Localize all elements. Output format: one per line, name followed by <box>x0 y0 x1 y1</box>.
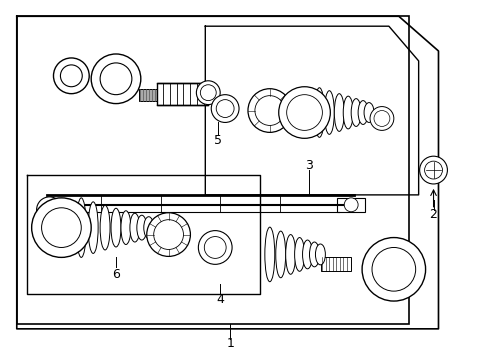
Bar <box>156 83 208 105</box>
Circle shape <box>41 202 57 218</box>
Circle shape <box>286 95 322 130</box>
Text: 5: 5 <box>214 134 222 147</box>
Bar <box>321 257 350 271</box>
Text: 6: 6 <box>112 268 120 281</box>
Bar <box>139 89 156 100</box>
Text: 2: 2 <box>429 208 437 221</box>
Circle shape <box>371 247 415 291</box>
Bar <box>337 198 365 212</box>
Ellipse shape <box>137 215 146 240</box>
Circle shape <box>61 65 82 87</box>
Circle shape <box>146 213 190 256</box>
Circle shape <box>216 100 234 117</box>
Circle shape <box>211 95 239 122</box>
Ellipse shape <box>302 240 312 269</box>
Ellipse shape <box>364 103 373 122</box>
Ellipse shape <box>343 96 352 129</box>
Circle shape <box>369 107 393 130</box>
Ellipse shape <box>350 99 360 126</box>
Ellipse shape <box>264 227 274 282</box>
Circle shape <box>361 238 425 301</box>
Circle shape <box>41 208 81 247</box>
Text: 3: 3 <box>305 159 313 172</box>
Ellipse shape <box>275 231 285 278</box>
Circle shape <box>32 198 91 257</box>
Text: 4: 4 <box>216 293 224 306</box>
Ellipse shape <box>315 244 325 265</box>
Ellipse shape <box>334 94 344 131</box>
Circle shape <box>37 197 62 223</box>
Ellipse shape <box>143 217 153 239</box>
Circle shape <box>200 85 216 100</box>
Circle shape <box>424 161 442 179</box>
Circle shape <box>91 54 141 104</box>
Ellipse shape <box>314 88 324 137</box>
Ellipse shape <box>324 91 334 134</box>
Ellipse shape <box>76 198 86 257</box>
Circle shape <box>196 81 220 105</box>
Bar <box>17 16 408 324</box>
Ellipse shape <box>294 238 304 271</box>
Circle shape <box>53 58 89 94</box>
Circle shape <box>344 198 357 212</box>
Circle shape <box>198 231 232 264</box>
Circle shape <box>419 156 447 184</box>
Ellipse shape <box>309 242 319 267</box>
Circle shape <box>247 89 291 132</box>
Circle shape <box>153 220 183 249</box>
Ellipse shape <box>100 205 110 250</box>
Ellipse shape <box>121 211 131 244</box>
Ellipse shape <box>285 235 295 274</box>
Circle shape <box>100 63 132 95</box>
Ellipse shape <box>130 213 140 242</box>
Circle shape <box>254 96 284 125</box>
Circle shape <box>204 237 225 258</box>
Ellipse shape <box>357 100 367 125</box>
Ellipse shape <box>111 208 121 247</box>
Text: 1: 1 <box>226 337 234 350</box>
Circle shape <box>373 111 389 126</box>
Circle shape <box>278 87 330 138</box>
Ellipse shape <box>88 202 98 253</box>
